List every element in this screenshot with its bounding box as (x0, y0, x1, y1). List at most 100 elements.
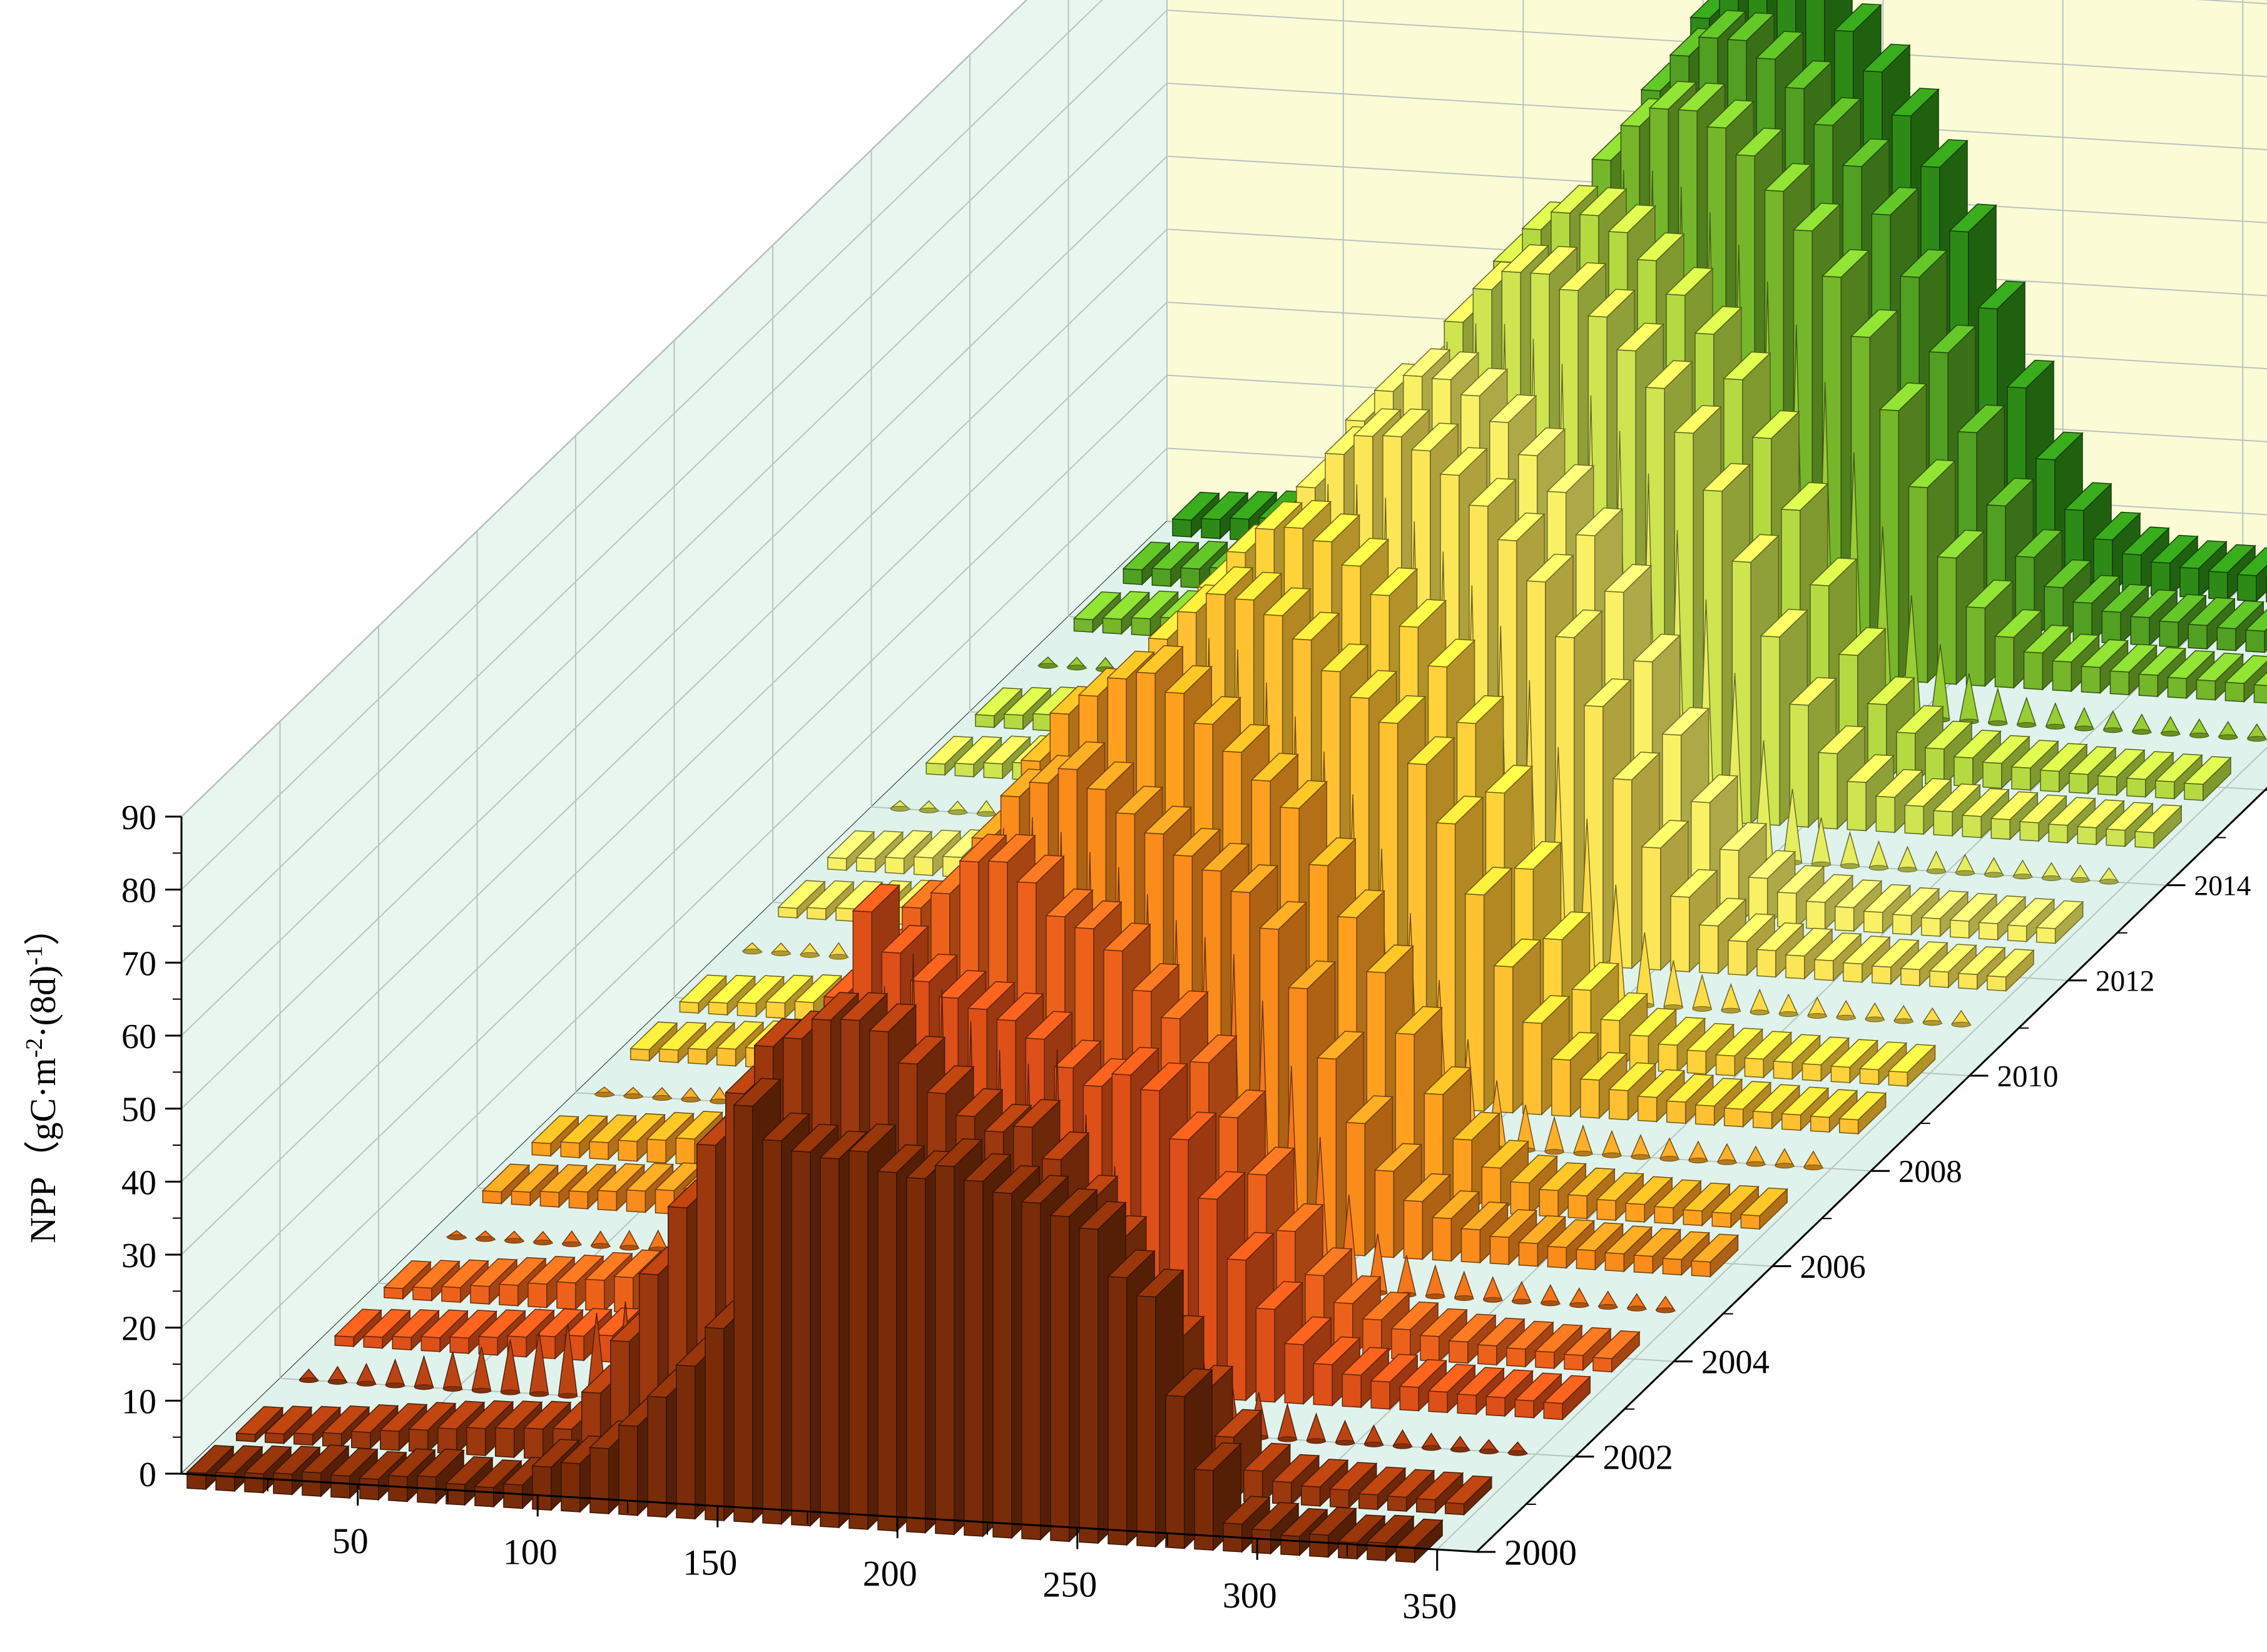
bar-base (2100, 879, 2119, 884)
bar (820, 1158, 839, 1527)
bar-base (1865, 1017, 1884, 1022)
bar (1840, 1119, 1858, 1134)
bar (450, 1337, 469, 1354)
bar (1433, 1218, 1452, 1262)
bar (1515, 1400, 1534, 1418)
bar-base (559, 1394, 578, 1399)
bar-base (1808, 1013, 1826, 1018)
bar (2008, 925, 2027, 941)
bar-base (2017, 723, 2036, 728)
bar-base (1545, 1150, 1564, 1155)
bar-base (505, 1238, 524, 1243)
bar (512, 1191, 531, 1205)
bar (1310, 1534, 1328, 1558)
bar-base (329, 1379, 347, 1384)
bar-base (1956, 870, 1975, 875)
bar (1201, 519, 1220, 539)
bar (1983, 762, 2002, 788)
bar-base (1804, 1165, 1823, 1170)
bar (935, 1165, 954, 1534)
bar-base (1451, 1447, 1470, 1452)
bar-base (501, 1390, 520, 1395)
bar (705, 1327, 724, 1521)
bar-base (1512, 1299, 1531, 1304)
z-tick-label: 80 (121, 872, 156, 910)
bar (1417, 1499, 1435, 1513)
bar-base (1750, 1010, 1769, 1015)
bar (1195, 1469, 1213, 1550)
bar-base (1898, 867, 1917, 872)
bar-base (681, 1097, 700, 1102)
bar-base (920, 808, 939, 813)
bar-base (1870, 865, 1888, 870)
y-tick-label: 2002 (1603, 1438, 1673, 1477)
bar (2040, 770, 2059, 792)
bar (1950, 920, 1969, 938)
bar-base (2075, 726, 2094, 731)
bar (648, 1396, 666, 1517)
bar-base (2132, 730, 2151, 735)
bar (1959, 974, 1977, 989)
bar (2102, 611, 2121, 644)
bar (778, 907, 797, 918)
bar-base (444, 1386, 462, 1391)
bar (1302, 1486, 1320, 1506)
bar-base (1426, 1294, 1445, 1299)
bar (1634, 1255, 1653, 1273)
bar (392, 1337, 411, 1350)
bar (1860, 1069, 1879, 1084)
bar (1843, 963, 1862, 982)
bar (1404, 1200, 1423, 1259)
bar-base (800, 952, 819, 957)
bar (1568, 1195, 1587, 1218)
bar (1786, 955, 1805, 979)
bar (767, 1002, 785, 1018)
bar (1728, 941, 1747, 976)
bar (569, 1191, 588, 1209)
bar (926, 763, 945, 775)
bar (1462, 1229, 1480, 1263)
bar-base (1307, 1439, 1326, 1444)
bar (2139, 674, 2158, 696)
bar (589, 1141, 608, 1160)
bar (2012, 767, 2030, 790)
bar (1757, 949, 1776, 977)
bar (631, 1049, 650, 1061)
bar (717, 1048, 736, 1066)
bar (2111, 671, 2129, 695)
bar (446, 1484, 465, 1506)
bar (1606, 1253, 1624, 1272)
bar (1667, 1101, 1686, 1123)
x-tick-label: 100 (503, 1531, 558, 1572)
bar (389, 1476, 407, 1501)
bar-base (1660, 1156, 1679, 1161)
bar (688, 1049, 707, 1064)
bar (1864, 911, 1883, 933)
bar (1933, 810, 1952, 835)
bar-base (1574, 1151, 1592, 1156)
bar-base (1923, 1021, 1942, 1026)
bar-base (1841, 864, 1860, 869)
bar (496, 1428, 514, 1457)
bar (2184, 783, 2203, 801)
bar (1004, 714, 1023, 729)
bar (828, 857, 847, 870)
bar-base (1393, 1444, 1412, 1449)
bar (499, 1284, 518, 1306)
bar-base (534, 1240, 553, 1245)
z-axis-title: NPP（gC·m-2·(8d)-1） (21, 909, 63, 1243)
x-tick-label: 150 (683, 1542, 737, 1583)
bar (360, 1478, 379, 1500)
bar (1457, 1394, 1476, 1414)
bar (676, 1365, 695, 1519)
bar (1659, 1044, 1678, 1073)
bar-base (2248, 737, 2266, 742)
bar (1712, 1212, 1731, 1227)
bar (2077, 827, 2096, 845)
bar-base (1656, 1308, 1675, 1313)
bar-base (653, 1096, 671, 1101)
bar (1285, 1344, 1303, 1404)
bar-base (386, 1383, 405, 1388)
y-tick-label: 2014 (2194, 870, 2251, 901)
